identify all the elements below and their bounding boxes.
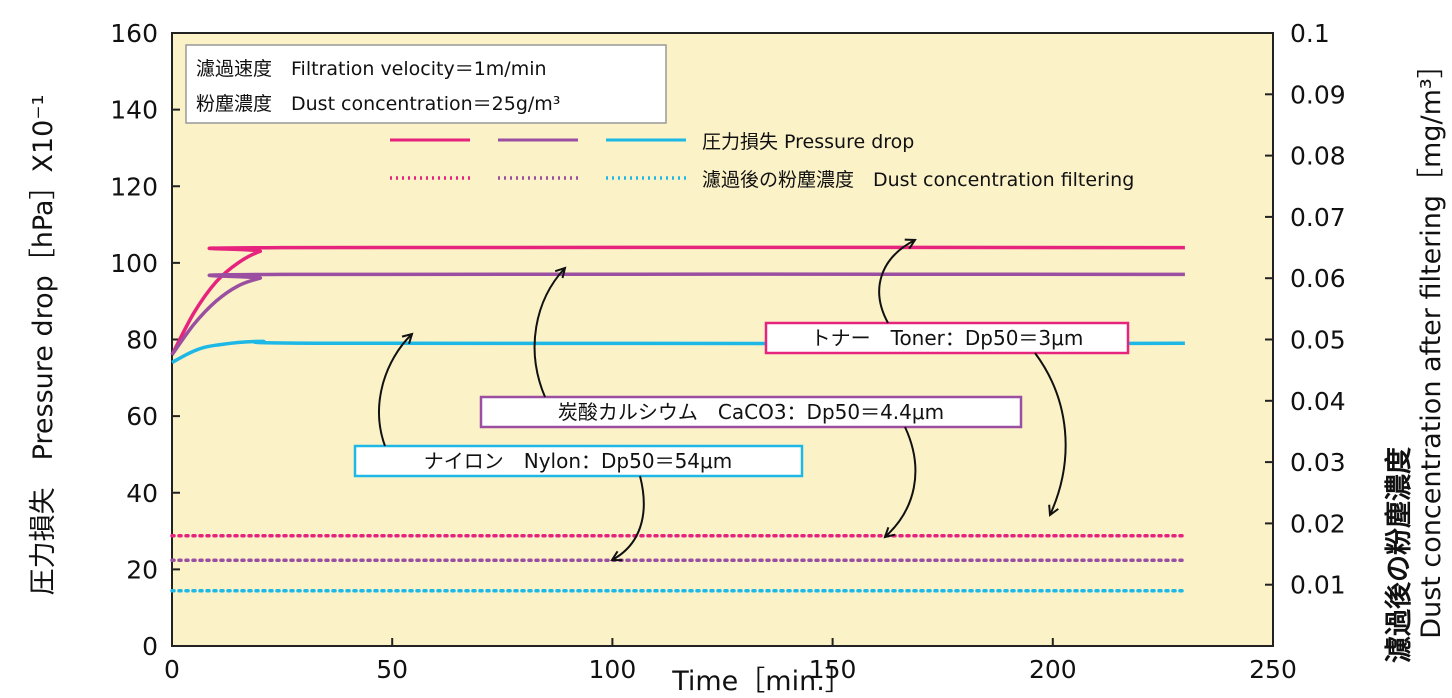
label-nylon: ナイロン Nylon：Dp50＝54μm	[424, 449, 732, 473]
x-tick-label: 100	[589, 655, 637, 684]
y-left-tick-label: 160	[110, 19, 158, 48]
y-right-tick-label: 0.02	[1290, 509, 1346, 538]
arrow-caco3-dust	[885, 426, 917, 537]
y-left-tick-label: 80	[126, 326, 158, 355]
y-right-tick-label: 0.1	[1290, 19, 1330, 48]
y-left-tick-label: 60	[126, 402, 158, 431]
x-axis-title: Time［min.］	[671, 666, 852, 697]
arrow-nylon-dust	[612, 475, 645, 560]
axis-ticks: 0 50 100 150 200 250 0 20 40 60 80 100 120 140 160 0.01…	[110, 19, 1345, 684]
y-right-tick-label: 0.03	[1290, 448, 1346, 477]
y-axis-right-title-ja: 濾過後の粉塵濃度	[1383, 447, 1415, 663]
arrow-caco3-pressure	[533, 268, 565, 398]
x-tick-label: 150	[809, 655, 857, 684]
y-left-tick-label: 0	[142, 632, 158, 661]
pressure-line-0	[170, 245, 1185, 356]
y-right-tick-label: 0.05	[1290, 326, 1346, 355]
y-right-tick-label: 0.01	[1290, 571, 1346, 600]
conditions-box	[185, 44, 667, 124]
x-tick-label: 50	[376, 655, 408, 684]
y-axis-right-title-en: Dust concentration after filtering［mg/m³…	[1416, 51, 1447, 638]
dust-concentration-lines	[170, 533, 1187, 593]
x-tick-label: 0	[164, 655, 180, 684]
y-left-tick-label: 20	[126, 555, 158, 584]
y-left-tick-label: 140	[110, 96, 158, 125]
label-caco3: 炭酸カルシウム CaCO3：Dp50＝4.4μm	[558, 400, 944, 424]
label-box-toner	[764, 321, 1130, 355]
y-right-tick-label: 0.09	[1290, 80, 1346, 109]
label-box-nylon	[353, 444, 804, 478]
legend-dust-label: 濾過後の粉塵濃度 Dust concentration filtering	[702, 169, 1134, 191]
pressure-line-1	[170, 272, 1185, 356]
y-right-tick-label: 0.06	[1290, 264, 1346, 293]
label-box-caco3	[479, 395, 1023, 429]
legend: 圧力損失 Pressure drop 濾過後の粉塵濃度 Dust concent…	[390, 131, 1134, 191]
arrow-toner-dust	[1034, 352, 1067, 515]
condition-velocity: 濾過速度 Filtration velocity＝1m/min	[196, 58, 547, 80]
pointer-arrows	[378, 240, 1067, 560]
legend-pressure-label: 圧力損失 Pressure drop	[702, 131, 914, 153]
x-tick-label: 250	[1249, 655, 1297, 684]
x-tick-label: 200	[1029, 655, 1077, 684]
y-left-tick-label: 120	[110, 172, 158, 201]
y-right-tick-label: 0.07	[1290, 203, 1346, 232]
y-left-tick-label: 100	[110, 249, 158, 278]
y-axis-left-title: 圧力損失 Pressure drop［hPa］X10⁻¹	[28, 95, 59, 596]
arrow-nylon-pressure	[378, 334, 412, 447]
y-left-tick-label: 40	[126, 479, 158, 508]
y-right-tick-label: 0.04	[1290, 387, 1346, 416]
condition-dust: 粉塵濃度 Dust concentration＝25g/m³	[196, 93, 560, 115]
arrow-toner-pressure	[878, 240, 915, 324]
label-toner: トナー Toner：Dp50＝3μm	[811, 326, 1084, 350]
y-right-tick-label: 0.08	[1290, 142, 1346, 171]
